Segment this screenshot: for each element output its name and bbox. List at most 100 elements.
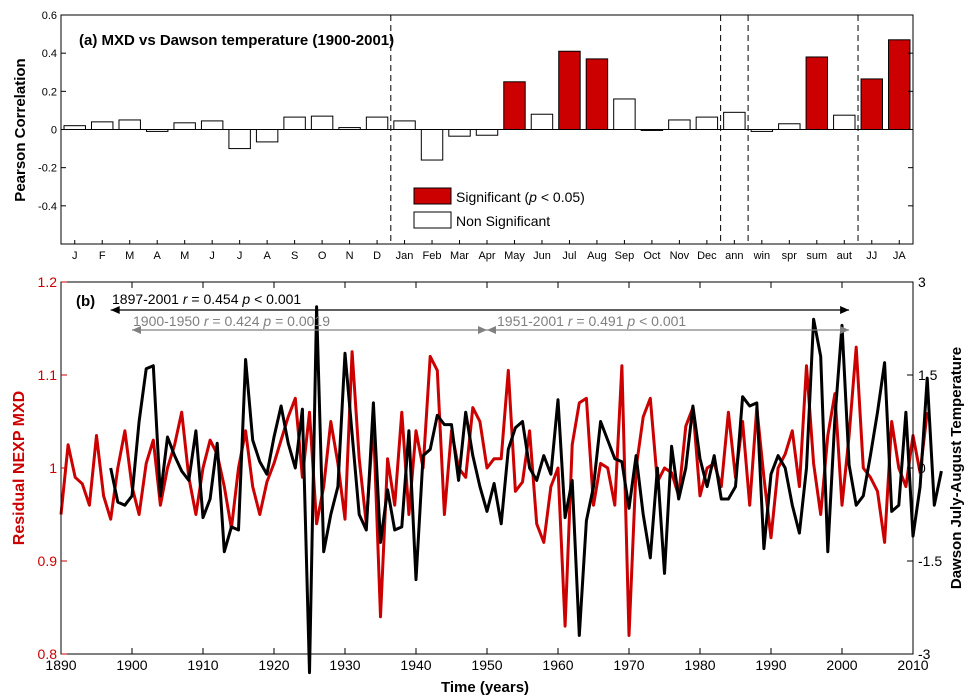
panel-b-left-y-axis-label: Residual NEXP MXD [11, 391, 28, 545]
b-left-ytick-label-4: 0.8 [38, 646, 58, 662]
bar-2 [118, 119, 141, 131]
annotation-arrowhead-right-1 [478, 326, 487, 334]
panel-b-label: (b) [76, 293, 95, 310]
a-xtick-label-10: N [346, 250, 354, 262]
b-right-ytick-label-4: -3 [918, 646, 931, 662]
bar-26 [778, 123, 801, 131]
legend-swatch-non-significant [413, 211, 452, 229]
a-xtick-label-1: F [99, 250, 106, 262]
a-xtick-label-17: Jun [533, 250, 551, 262]
bar-9 [310, 115, 334, 131]
a-xtick-label-13: Feb [423, 250, 442, 262]
a-xtick-label-12: Jan [396, 250, 414, 262]
legend-swatch-significant [413, 187, 452, 205]
b-left-ytick-label-0: 1.2 [38, 274, 58, 290]
a-xtick-label-11: D [373, 250, 381, 262]
bar-4 [173, 122, 196, 130]
b-xtick-label-11: 2000 [826, 657, 857, 673]
bar-7 [255, 129, 279, 143]
annotation-text-0: 1897-2001 r = 0.454 p < 0.001 [112, 291, 301, 307]
bar-28 [833, 114, 856, 130]
b-right-ytick-label-3: -1.5 [918, 553, 942, 569]
series-line-temperature [109, 305, 943, 675]
panel-b-time-series-chart: 1890 1900 1910 1920 1930 1940 1950 1960 1970 1980… [11, 274, 965, 696]
a-xtick-label-0: J [72, 250, 78, 262]
a-xtick-label-8: S [291, 250, 298, 262]
bar-25 [750, 129, 774, 132]
a-xtick-label-3: A [154, 250, 162, 262]
panel-a-legend: Significant (p < 0.05) Non Significant [413, 187, 585, 229]
bar-24 [723, 111, 746, 130]
bar-11 [365, 116, 389, 130]
bar-3 [145, 129, 169, 132]
a-xtick-label-24: ann [725, 250, 743, 262]
bar-30 [888, 39, 911, 130]
a-xtick-label-22: Nov [670, 250, 690, 262]
b-xtick-label-7: 1960 [542, 657, 573, 673]
b-xtick-label-9: 1980 [684, 657, 715, 673]
panel-a-correlation-bar-chart: 0.60.40.20-0.2-0.4 J F M A M J J A S O N D Jan Feb Mar… [12, 10, 914, 262]
a-ytick-label-5: -0.4 [38, 201, 57, 213]
b-left-ytick-label-3: 0.9 [38, 553, 58, 569]
a-xtick-label-14: Mar [450, 250, 469, 262]
a-xtick-label-7: A [263, 250, 271, 262]
bar-16 [503, 81, 526, 130]
a-xtick-label-6: J [237, 250, 243, 262]
annotation-text-2: 1951-2001 r = 0.491 p < 0.001 [497, 313, 686, 329]
b-xtick-label-3: 1920 [258, 657, 289, 673]
bar-0 [63, 125, 86, 131]
a-ytick-label-1: 0.4 [42, 48, 57, 60]
annotation-arrowhead-right-0 [840, 306, 850, 314]
a-xtick-label-28: aut [837, 250, 852, 262]
a-xtick-label-19: Aug [587, 250, 607, 262]
bar-19 [585, 58, 609, 130]
a-xtick-label-4: M [180, 250, 189, 262]
annotation-arrowhead-right-2 [840, 326, 850, 334]
a-xtick-label-26: spr [782, 250, 798, 262]
b-xtick-label-0: 1890 [45, 657, 76, 673]
b-right-ytick-label-0: 3 [918, 274, 926, 290]
series-line-mxd [59, 345, 929, 637]
bar-10 [338, 127, 361, 131]
b-xtick-label-12: 2010 [897, 657, 928, 673]
a-xtick-label-16: May [504, 250, 525, 262]
bar-15 [475, 129, 499, 136]
panel-a-y-axis-label: Pearson Correlation [12, 58, 29, 201]
a-xtick-label-2: M [125, 250, 134, 262]
b-xtick-label-4: 1930 [329, 657, 360, 673]
panel-b-x-axis-label: Time (years) [441, 679, 529, 696]
b-xtick-label-1: 1900 [116, 657, 147, 673]
bar-14 [448, 129, 471, 137]
a-xtick-label-30: JA [893, 250, 907, 262]
panel-b-right-y-axis-label: Dawson July-August Temperature [948, 347, 965, 589]
a-xtick-label-23: Dec [697, 250, 717, 262]
bar-27 [805, 56, 829, 131]
bar-5 [200, 120, 224, 130]
b-right-ytick-label-2: 0 [918, 460, 926, 476]
bar-1 [91, 121, 114, 131]
bar-18 [558, 50, 581, 131]
a-xtick-label-27: sum [806, 250, 827, 262]
a-xtick-label-29: JJ [866, 250, 877, 262]
bar-21 [640, 129, 664, 131]
annotation-arrowhead-left-2 [487, 326, 496, 334]
bar-29 [860, 78, 883, 131]
bar-23 [695, 116, 719, 130]
b-left-ytick-label-1: 1.1 [38, 367, 58, 383]
bar-22 [668, 119, 691, 131]
a-xtick-label-25: win [753, 250, 771, 262]
a-ytick-label-4: -0.2 [38, 163, 57, 175]
b-xtick-label-2: 1910 [187, 657, 218, 673]
legend-label-significant: Significant (p < 0.05) [456, 189, 585, 205]
annotation-arrowhead-left-1 [132, 326, 141, 334]
b-xtick-label-8: 1970 [613, 657, 644, 673]
a-xtick-label-21: Oct [643, 250, 660, 262]
bar-20 [613, 98, 636, 130]
bar-17 [530, 113, 554, 130]
b-left-ytick-label-2: 1 [49, 460, 57, 476]
legend-label-non-significant: Non Significant [456, 213, 550, 229]
b-right-ytick-label-1: 1.5 [918, 367, 938, 383]
a-ytick-label-0: 0.6 [42, 10, 57, 22]
a-ytick-label-3: 0 [51, 125, 57, 137]
